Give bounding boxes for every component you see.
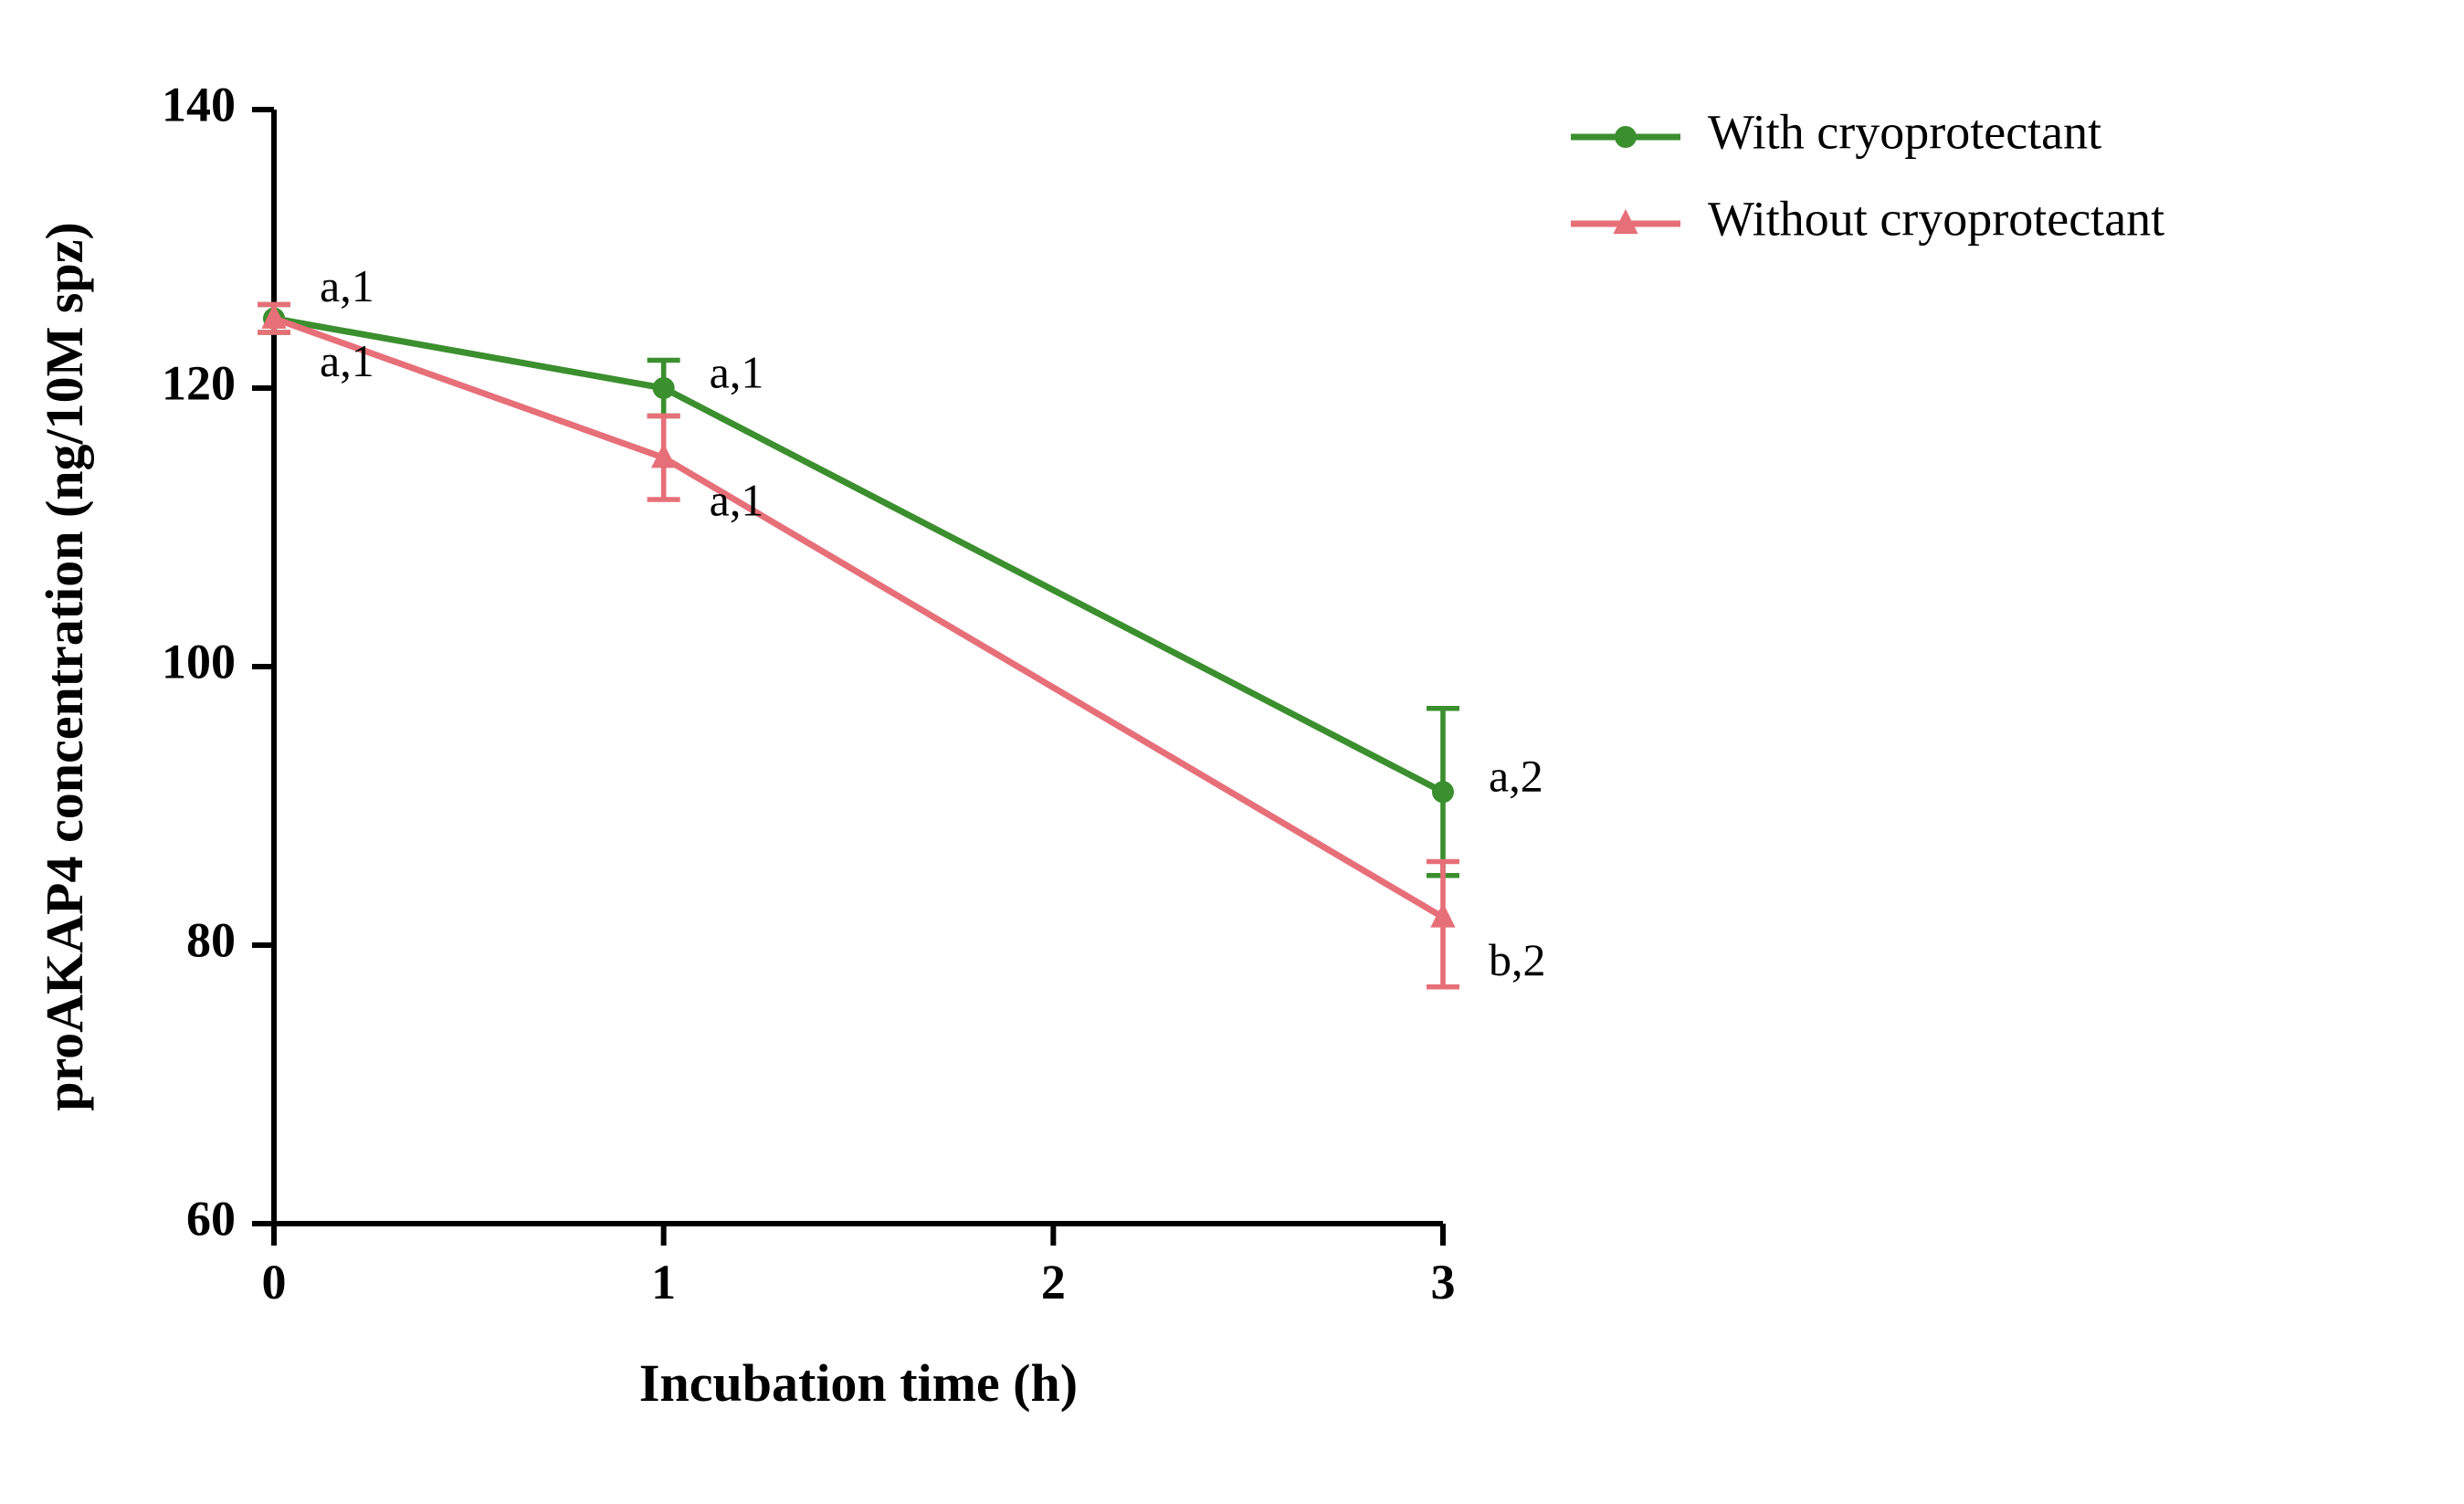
x-tick-label: 2 bbox=[1041, 1255, 1066, 1309]
point-annotation: a,1 bbox=[710, 475, 764, 526]
y-tick-label: 120 bbox=[162, 355, 236, 410]
legend-sample-marker bbox=[1616, 127, 1636, 147]
point-annotation: a,1 bbox=[320, 260, 374, 311]
x-tick-label: 0 bbox=[262, 1255, 287, 1309]
point-annotation: a,2 bbox=[1489, 751, 1543, 802]
point-annotation: a,1 bbox=[320, 335, 374, 386]
y-tick-label: 80 bbox=[186, 912, 236, 967]
y-tick-label: 100 bbox=[162, 634, 236, 689]
data-point bbox=[654, 378, 674, 398]
y-axis-label: proAKAP4 concentration (ng/10M spz) bbox=[35, 222, 94, 1111]
legend-label: Without cryoprotectant bbox=[1708, 191, 2164, 246]
x-tick-label: 3 bbox=[1431, 1255, 1456, 1309]
line-chart: 60 80 100 120 140 0 1 2 3 Incubation time (h) proA… bbox=[0, 0, 2464, 1504]
y-tick-label: 60 bbox=[186, 1191, 236, 1246]
chart-container: { "chart": { "type": "line", "width": 26… bbox=[0, 0, 2464, 1504]
point-annotation: a,1 bbox=[710, 346, 764, 397]
point-annotation: b,2 bbox=[1489, 934, 1546, 985]
data-point bbox=[1433, 782, 1453, 802]
y-tick-label: 140 bbox=[162, 77, 236, 131]
legend-label: With cryoprotectant bbox=[1708, 104, 2101, 159]
x-axis-label: Incubation time (h) bbox=[639, 1353, 1078, 1413]
x-tick-label: 1 bbox=[651, 1255, 676, 1309]
